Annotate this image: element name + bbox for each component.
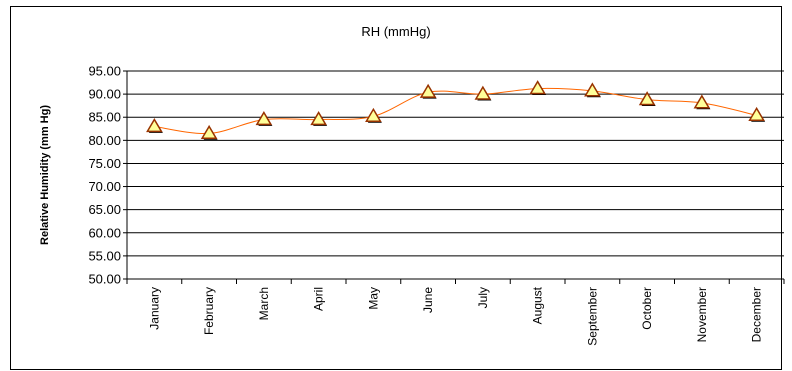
x-tick-label: November <box>695 287 709 342</box>
x-tick-label: June <box>421 287 435 313</box>
axes <box>123 70 785 284</box>
data-point <box>255 111 273 126</box>
x-tick-label: December <box>750 287 764 342</box>
x-tick-label: February <box>202 287 216 335</box>
y-tick-label: 95.00 <box>88 64 121 79</box>
data-point <box>365 107 382 122</box>
chart-frame <box>10 6 782 370</box>
data-point <box>419 83 437 98</box>
x-tick-label: August <box>531 286 545 324</box>
data-point <box>310 111 327 126</box>
y-tick-label: 75.00 <box>88 156 121 171</box>
data-point <box>200 124 218 140</box>
x-tick-label: May <box>366 287 380 310</box>
y-tick-labels: 50.00 55.00 60.00 65.00 70.00 75.00 80.00 85.00… <box>88 64 121 287</box>
series-layer <box>146 80 766 140</box>
gridlines <box>127 70 784 280</box>
data-point <box>693 94 711 109</box>
x-tick-label: October <box>640 287 654 330</box>
x-tick-label: July <box>476 287 490 308</box>
data-point <box>638 91 656 106</box>
y-tick-label: 55.00 <box>88 248 121 263</box>
x-tick-label: January <box>147 287 161 330</box>
x-tick-label: March <box>257 287 271 320</box>
y-tick-label: 80.00 <box>88 133 121 148</box>
y-tick-label: 65.00 <box>88 202 121 217</box>
y-tick-label: 60.00 <box>88 225 121 240</box>
data-point <box>529 80 546 95</box>
y-tick-label: 50.00 <box>88 272 121 287</box>
chart-title: RH (mmHg) <box>361 24 430 39</box>
x-tick-labels: January February March April May June July Augu… <box>147 286 763 345</box>
data-point <box>584 82 601 97</box>
x-tick-label: September <box>585 287 599 346</box>
data-point <box>146 117 163 133</box>
y-tick-label: 85.00 <box>88 110 121 125</box>
y-tick-label: 90.00 <box>88 87 121 102</box>
x-tick-label: April <box>312 287 326 311</box>
data-point <box>748 106 765 122</box>
y-axis-label: Relative Humidity (mm Hg) <box>39 105 51 245</box>
series-line <box>154 87 757 134</box>
y-tick-label: 70.00 <box>88 179 121 194</box>
data-point <box>474 85 492 100</box>
